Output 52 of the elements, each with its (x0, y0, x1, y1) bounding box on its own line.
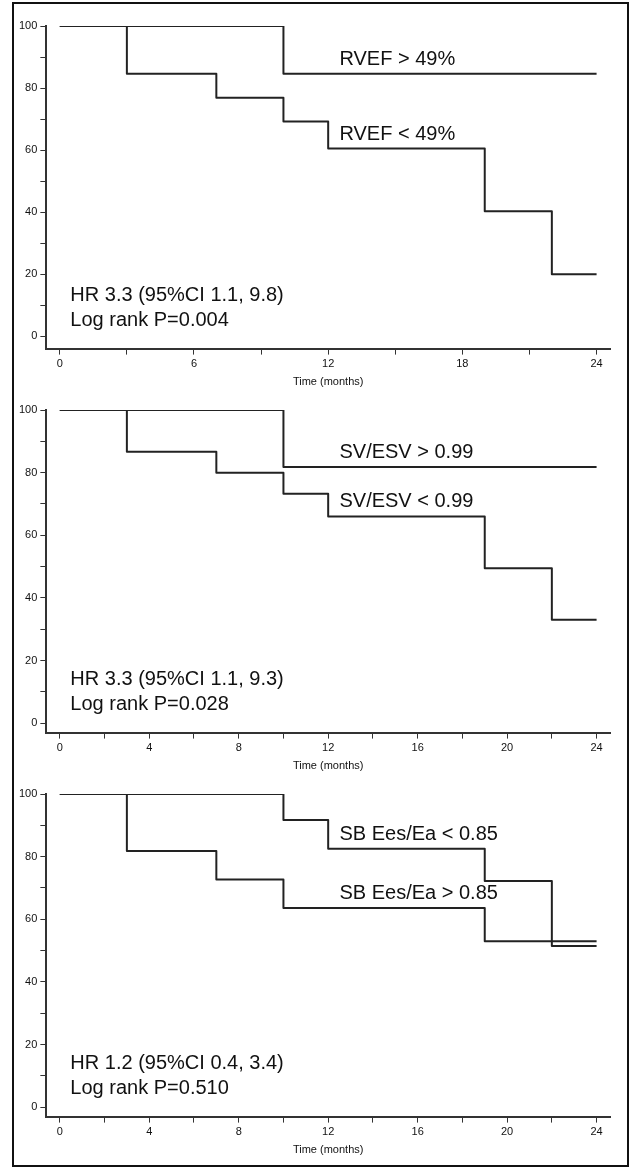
y-tick-label: 60 (25, 143, 38, 156)
x-tick-label: 24 (590, 741, 603, 754)
annotation: Log rank P=0.510 (70, 1075, 229, 1098)
y-tick-label: 100 (18, 787, 38, 800)
x-axis-title: Time (months) (292, 1143, 364, 1156)
x-tick-label: 8 (235, 1125, 242, 1138)
x-axis-title: Time (months) (292, 759, 364, 772)
series-label: SB Ees/Ea < 0.85 (339, 821, 498, 844)
series-label: SV/ESV < 0.99 (339, 489, 474, 512)
y-tick-label: 0 (31, 716, 38, 729)
y-tick-label: 80 (25, 81, 38, 94)
x-tick-label: 16 (411, 1125, 424, 1138)
y-tick-label: 20 (25, 267, 38, 280)
y-tick-label: 60 (25, 912, 38, 925)
x-tick-label: 12 (322, 357, 335, 370)
y-tick-label: 80 (25, 465, 38, 478)
series-label: SB Ees/Ea > 0.85 (339, 881, 498, 904)
x-tick-label: 24 (590, 357, 603, 370)
y-tick-label: 100 (18, 403, 38, 416)
annotation: Log rank P=0.028 (70, 691, 229, 714)
series-label: RVEF < 49% (339, 121, 456, 144)
y-tick-label: 20 (25, 1037, 38, 1050)
y-tick-label: 40 (25, 205, 38, 218)
series-label: SV/ESV > 0.99 (339, 440, 474, 462)
x-tick-label: 4 (146, 741, 153, 754)
x-tick-label: 12 (322, 741, 335, 754)
y-tick-label: 60 (25, 528, 38, 541)
y-tick-label: 80 (25, 849, 38, 862)
x-tick-label: 6 (190, 357, 198, 370)
x-tick-label: 12 (322, 1125, 335, 1138)
annotation: Log rank P=0.004 (70, 307, 229, 330)
annotation: HR 1.2 (95%CI 0.4, 3.4) (70, 1050, 284, 1073)
y-tick-label: 40 (25, 974, 38, 987)
x-tick-label: 0 (56, 1125, 63, 1138)
y-tick-label: 100 (18, 19, 38, 32)
annotation: HR 3.3 (95%CI 1.1, 9.3) (70, 666, 284, 689)
y-tick-label: 0 (31, 329, 38, 342)
x-axis-title: Time (months) (292, 375, 364, 388)
annotation: HR 3.3 (95%CI 1.1, 9.8) (70, 282, 284, 305)
x-tick-label: 0 (56, 357, 63, 370)
x-tick-label: 4 (146, 1125, 153, 1138)
x-tick-label: 20 (500, 1125, 514, 1138)
x-tick-label: 16 (411, 741, 424, 754)
series-label: RVEF > 49% (339, 46, 456, 69)
x-tick-label: 20 (500, 741, 514, 754)
y-tick-label: 40 (25, 590, 38, 603)
x-tick-label: 18 (456, 357, 469, 370)
y-tick-label: 0 (31, 1100, 38, 1113)
x-tick-label: 8 (235, 741, 242, 754)
x-tick-label: 24 (590, 1125, 603, 1138)
y-tick-label: 20 (25, 653, 38, 666)
x-tick-label: 0 (56, 741, 63, 754)
